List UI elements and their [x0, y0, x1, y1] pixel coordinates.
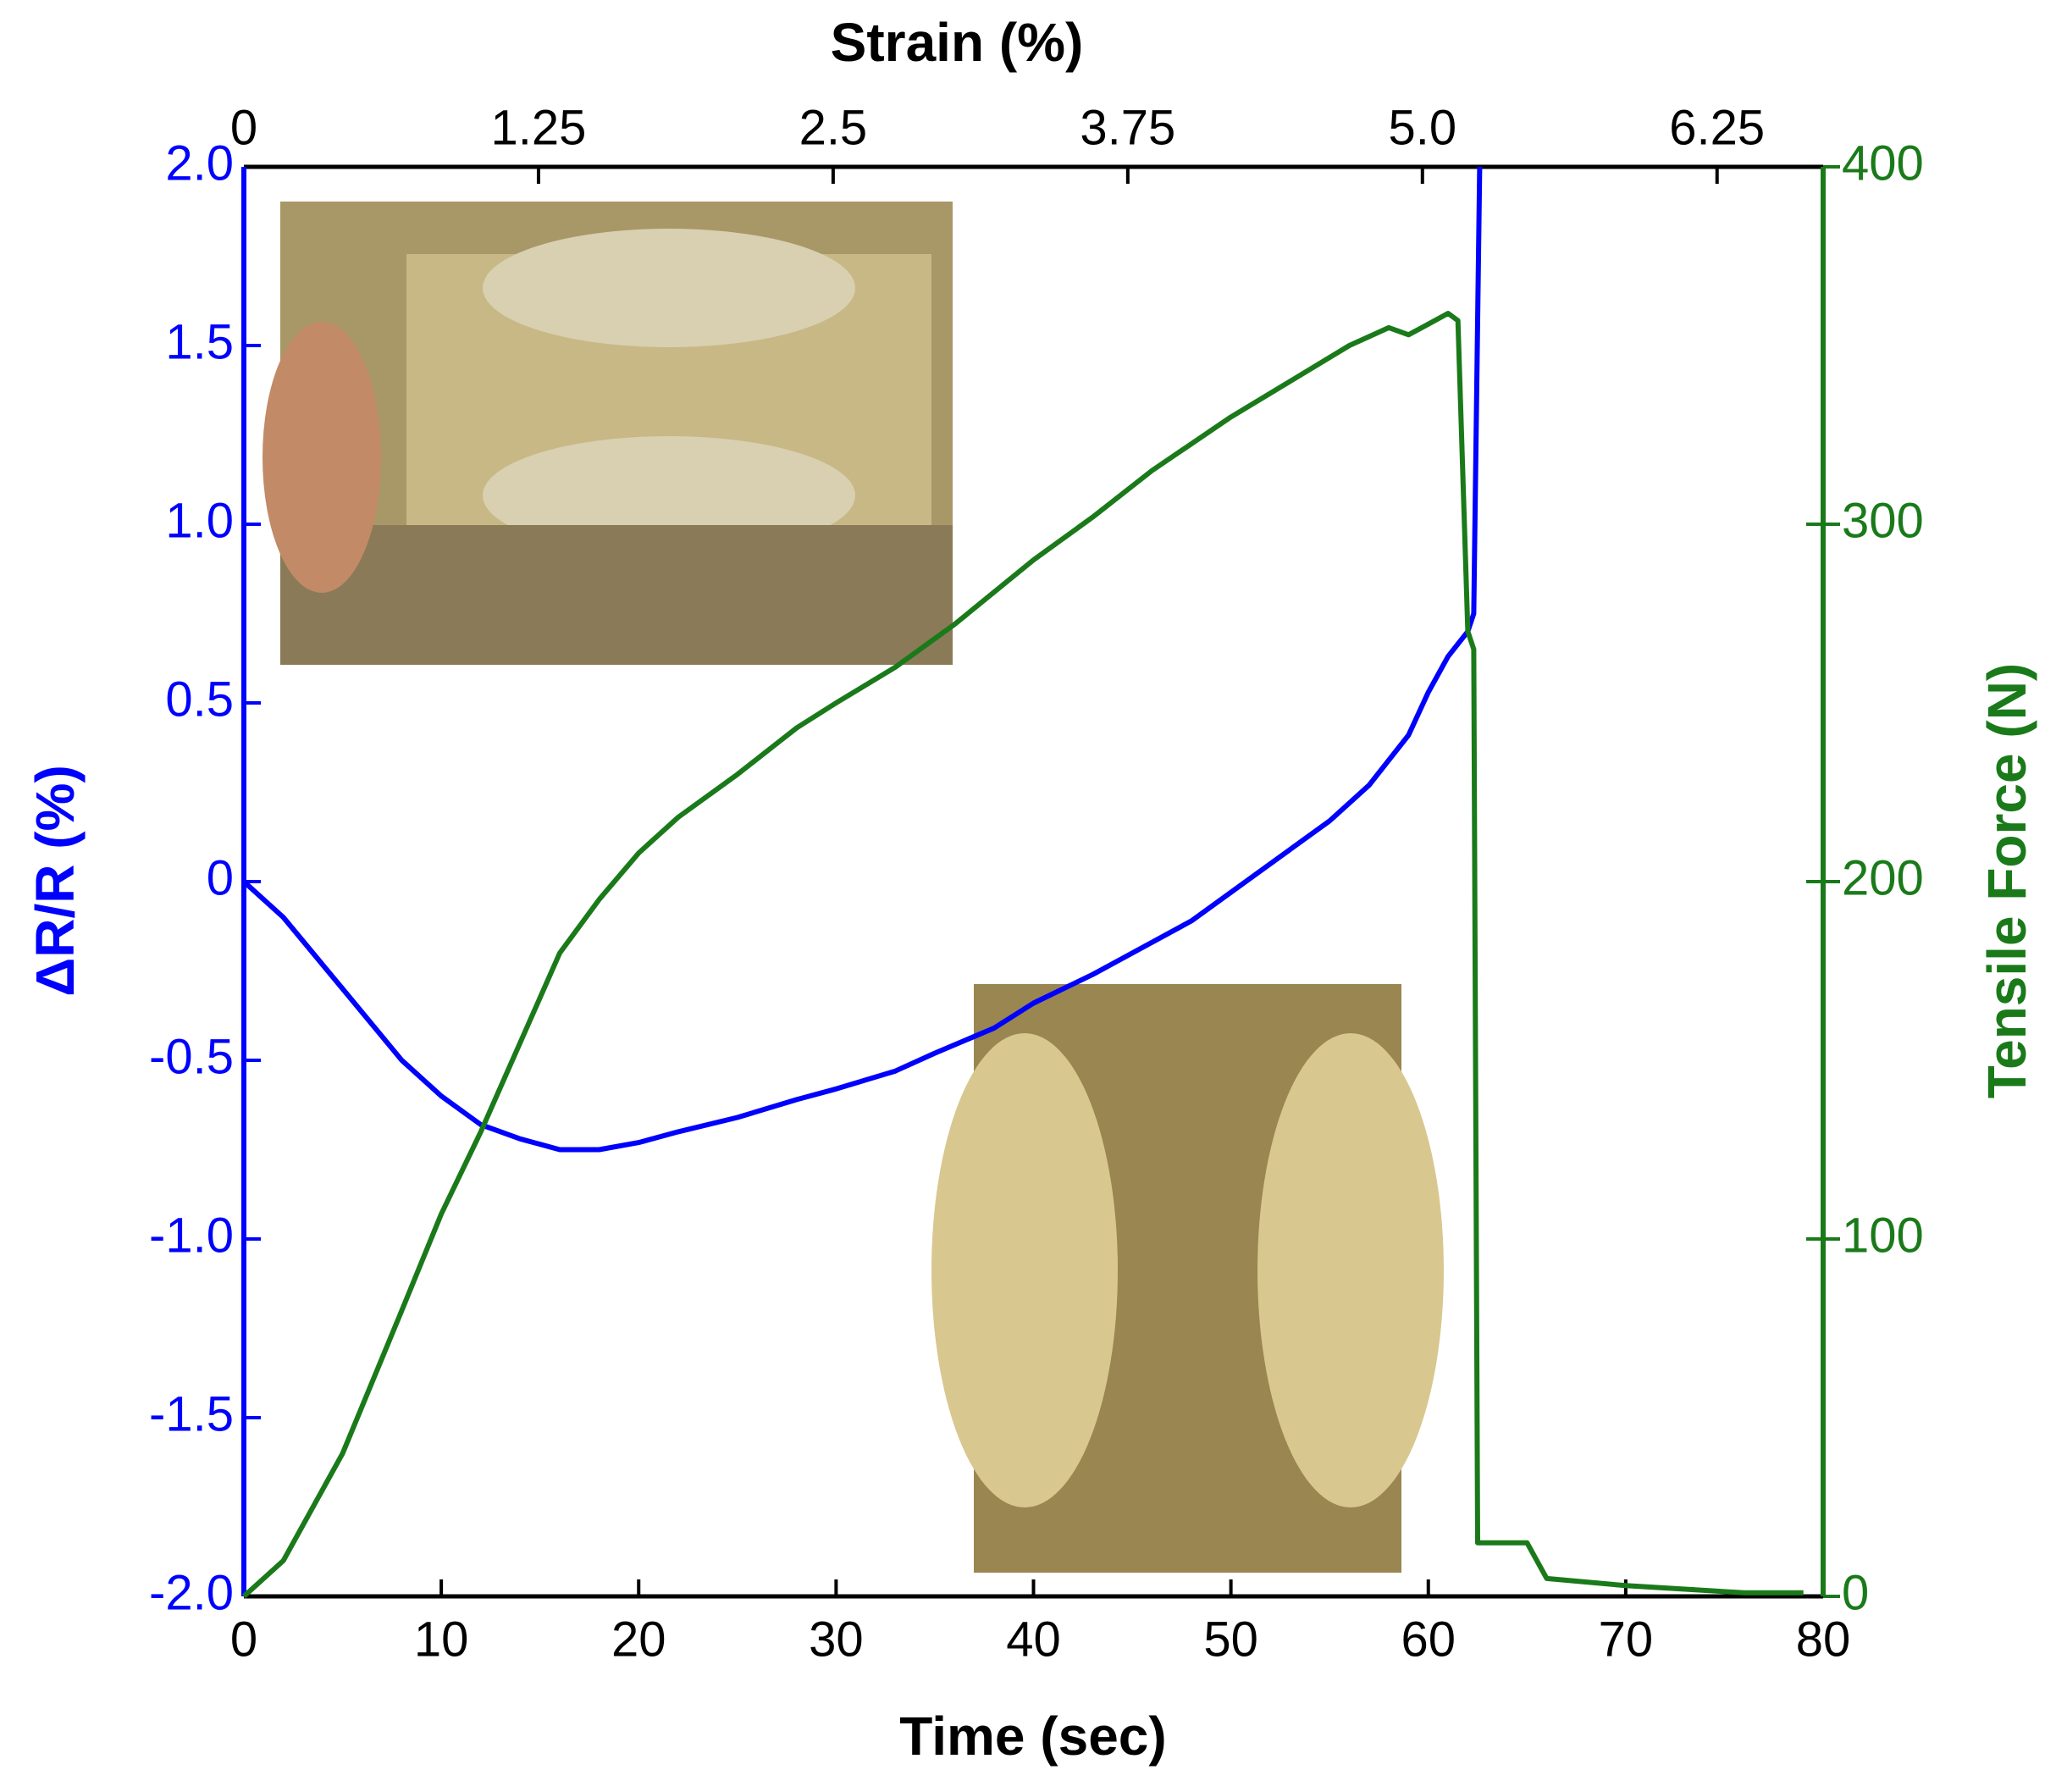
y-tick-label: -2.0 — [149, 1565, 234, 1620]
x2-tick-label: 0 — [230, 100, 257, 155]
x-tick-label: 60 — [1401, 1612, 1456, 1667]
y2-tick-label: 200 — [1842, 850, 1924, 905]
y-axis-title: ΔR/R (%) — [25, 765, 86, 997]
y-tick-label: 1.5 — [165, 314, 234, 369]
x-tick-label: 10 — [414, 1612, 469, 1667]
y2-tick-label: 300 — [1842, 493, 1924, 548]
y-tick-label: 1.0 — [165, 493, 234, 548]
x-tick-label: 30 — [809, 1612, 864, 1667]
y2-axis-title: Tensile Force (N) — [1976, 663, 2037, 1098]
y2-tick-label: 100 — [1842, 1208, 1924, 1263]
inset-photo-sample — [263, 202, 953, 665]
x-tick-label: 0 — [230, 1612, 257, 1667]
x2-tick-label: 2.5 — [799, 100, 868, 155]
x-tick-label: 70 — [1599, 1612, 1654, 1667]
data-line — [241, 166, 1483, 1153]
x2-tick-label: 3.75 — [1080, 100, 1175, 155]
x2-axis-title: Strain (%) — [831, 12, 1084, 73]
y-tick-label: 0.5 — [165, 672, 234, 727]
y2-tick-label: 0 — [1842, 1565, 1869, 1620]
y-tick-label: 2.0 — [165, 136, 234, 191]
x-axis-title: Time (sec) — [899, 1706, 1166, 1767]
x2-tick-label: 6.25 — [1669, 100, 1765, 155]
x2-tick-label: 5.0 — [1388, 100, 1456, 155]
x-tick-label: 80 — [1796, 1612, 1851, 1667]
y-tick-label: -0.5 — [149, 1029, 234, 1084]
y2-tick-label: 400 — [1842, 136, 1924, 191]
inset-photo-fracture — [931, 984, 1444, 1573]
x-tick-label: 40 — [1006, 1612, 1061, 1667]
x2-tick-label: 1.25 — [491, 100, 587, 155]
data-line — [241, 311, 1804, 1599]
y-tick-label: 0 — [207, 850, 234, 905]
y-tick-label: -1.5 — [149, 1386, 234, 1441]
y-tick-label: -1.0 — [149, 1208, 234, 1263]
x-tick-label: 20 — [611, 1612, 666, 1667]
x-tick-label: 50 — [1203, 1612, 1258, 1667]
